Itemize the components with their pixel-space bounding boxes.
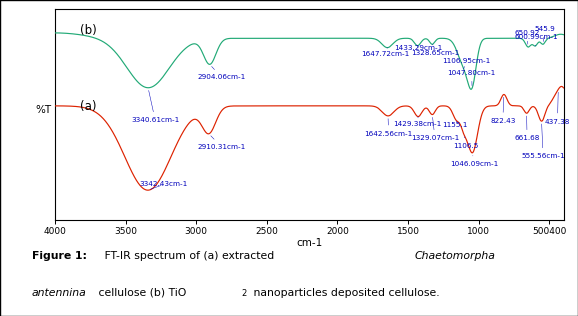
Text: Chaetomorpha: Chaetomorpha — [415, 251, 496, 261]
Text: 1429.38cm-1: 1429.38cm-1 — [393, 117, 442, 127]
Text: nanoparticles deposited cellulose.: nanoparticles deposited cellulose. — [250, 288, 439, 298]
Text: 555.56cm-1: 555.56cm-1 — [521, 124, 565, 159]
Text: 650.92: 650.92 — [514, 30, 539, 44]
Text: 1106.95cm-1: 1106.95cm-1 — [442, 58, 490, 69]
Text: 1046.09cm-1: 1046.09cm-1 — [450, 155, 499, 167]
Text: 2: 2 — [242, 289, 247, 298]
Text: 1642.56cm-1: 1642.56cm-1 — [365, 119, 413, 137]
Text: 1155.1: 1155.1 — [442, 121, 468, 128]
Text: 661.68: 661.68 — [514, 116, 540, 141]
Text: 437.38: 437.38 — [545, 92, 570, 125]
Text: (a): (a) — [80, 100, 97, 113]
Text: (b): (b) — [80, 24, 97, 37]
Text: 1329.07cm-1: 1329.07cm-1 — [411, 117, 459, 141]
Text: 1647.72cm-1: 1647.72cm-1 — [361, 48, 410, 57]
Text: 1106.5: 1106.5 — [453, 137, 479, 149]
Text: 1047.80cm-1: 1047.80cm-1 — [447, 70, 496, 86]
X-axis label: cm-1: cm-1 — [296, 238, 323, 248]
Text: 1433.29cm-1: 1433.29cm-1 — [394, 45, 442, 51]
Y-axis label: %T: %T — [36, 105, 52, 115]
Text: 822.43: 822.43 — [490, 97, 516, 124]
Text: 2904.06cm-1: 2904.06cm-1 — [198, 66, 246, 80]
Text: 2910.31cm-1: 2910.31cm-1 — [198, 136, 246, 150]
Text: 545.9: 545.9 — [535, 26, 555, 41]
Text: 1328.65cm-1: 1328.65cm-1 — [412, 44, 460, 56]
Text: 3342.43cm-1: 3342.43cm-1 — [139, 181, 188, 189]
Text: FT-IR spectrum of (a) extracted: FT-IR spectrum of (a) extracted — [101, 251, 278, 261]
Text: 600.99cm-1: 600.99cm-1 — [515, 33, 558, 46]
Text: Figure 1:: Figure 1: — [32, 251, 87, 261]
Text: cellulose (b) TiO: cellulose (b) TiO — [95, 288, 187, 298]
Text: antennina: antennina — [32, 288, 87, 298]
Text: 3340.61cm-1: 3340.61cm-1 — [131, 90, 179, 123]
